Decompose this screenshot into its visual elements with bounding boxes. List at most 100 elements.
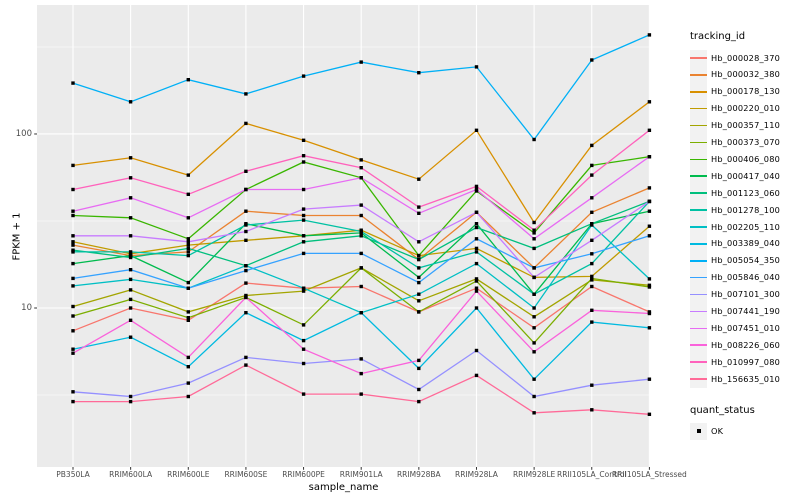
data-point: [590, 173, 594, 177]
x-tick-label: PB350LA: [56, 470, 90, 479]
data-point: [590, 58, 594, 62]
data-point: [474, 65, 479, 69]
legend-label: Hb_001123_060: [711, 187, 781, 198]
panel-background: [37, 5, 650, 467]
legend-key: [690, 201, 707, 219]
legend-label: Hb_000220_010: [711, 103, 781, 114]
legend-key-line-icon: [690, 141, 707, 144]
legend-key: [690, 66, 707, 84]
data-point: [244, 293, 248, 298]
data-point: [128, 255, 133, 260]
data-point: [244, 281, 248, 285]
legend-key-line-icon: [690, 57, 707, 59]
data-point: [474, 373, 479, 378]
data-point: [71, 213, 75, 218]
data-point: [359, 251, 363, 256]
data-point: [590, 163, 594, 168]
legend-key: [690, 134, 707, 151]
data-point: [590, 223, 594, 227]
data-point: [417, 399, 421, 404]
data-point: [244, 355, 248, 360]
data-point: [186, 355, 190, 360]
data-point: [186, 253, 190, 258]
legend-key-line-icon: [690, 74, 707, 76]
legend-key-line-icon: [690, 90, 707, 93]
data-point: [417, 366, 421, 371]
data-point: [186, 243, 190, 247]
data-point: [244, 169, 248, 173]
data-point: [532, 220, 536, 225]
data-point: [71, 276, 75, 281]
data-point: [71, 243, 75, 247]
data-point: [71, 399, 75, 404]
legend-label: Hb_005054_350: [711, 255, 781, 266]
data-point: [186, 192, 190, 196]
data-point: [647, 311, 652, 316]
data-point: [128, 234, 133, 238]
x-tick-label: RRIM901LA: [339, 470, 383, 479]
legend-label: Hb_003389_040: [711, 238, 781, 249]
legend-label: Hb_000178_130: [711, 86, 781, 97]
legend-label: Hb_001278_100: [711, 204, 781, 215]
data-point: [71, 284, 75, 288]
data-point: [186, 394, 190, 399]
data-point: [244, 229, 248, 234]
legend-key: [690, 370, 707, 388]
legend-key-line-icon: [690, 361, 707, 363]
data-point: [417, 240, 421, 244]
data-point: [244, 363, 248, 367]
x-tick-label: RRIM600LE: [167, 470, 210, 479]
legend-key-line-icon: [690, 124, 707, 127]
data-point: [532, 306, 536, 310]
legend-key: [690, 235, 707, 253]
data-point: [71, 329, 75, 333]
legend-key: [690, 252, 707, 270]
x-tick-label: RRIM600LA: [109, 470, 153, 479]
data-point: [474, 187, 479, 192]
data-point: [301, 286, 306, 290]
data-point: [301, 154, 306, 158]
legend-key-line-icon: [690, 378, 707, 380]
legend-label: Hb_008226_060: [711, 339, 781, 350]
data-point: [128, 268, 133, 272]
legend-key-line-icon: [690, 259, 707, 262]
data-point: [647, 277, 652, 281]
data-point: [301, 74, 306, 78]
data-point: [417, 310, 421, 314]
data-point: [417, 257, 421, 262]
data-point: [474, 250, 479, 254]
data-point: [301, 361, 306, 366]
data-point: [474, 286, 479, 290]
x-tick-label: RRII105LA_Control: [556, 470, 627, 479]
data-point: [301, 289, 306, 293]
x-tick-label: RRIM928LE: [512, 470, 556, 479]
data-point: [417, 358, 421, 363]
data-point: [301, 347, 306, 351]
data-point: [244, 238, 248, 242]
data-point: [301, 160, 306, 164]
data-point: [359, 266, 363, 270]
legend-label: Hb_005846_040: [711, 272, 781, 283]
data-point: [128, 277, 133, 282]
data-point: [590, 276, 594, 281]
legend-key: [690, 184, 707, 202]
legend-key: [690, 353, 707, 371]
data-point: [128, 252, 133, 256]
data-point: [186, 286, 190, 290]
legend-key: [690, 218, 707, 236]
data-point: [590, 284, 594, 289]
data-point: [417, 266, 421, 270]
legend-label: OK: [711, 425, 724, 436]
data-point: [359, 284, 363, 289]
data-point: [532, 137, 536, 142]
data-point: [474, 225, 479, 230]
data-point: [186, 240, 190, 244]
legend-key: [690, 49, 707, 67]
data-point: [359, 60, 363, 64]
legend-key-line-icon: [690, 276, 707, 279]
legend-label: Hb_000373_070: [711, 137, 781, 147]
data-point: [186, 237, 190, 241]
legend-label: Hb_000028_370: [711, 52, 781, 63]
data-point: [417, 299, 421, 303]
data-point: [71, 314, 75, 318]
